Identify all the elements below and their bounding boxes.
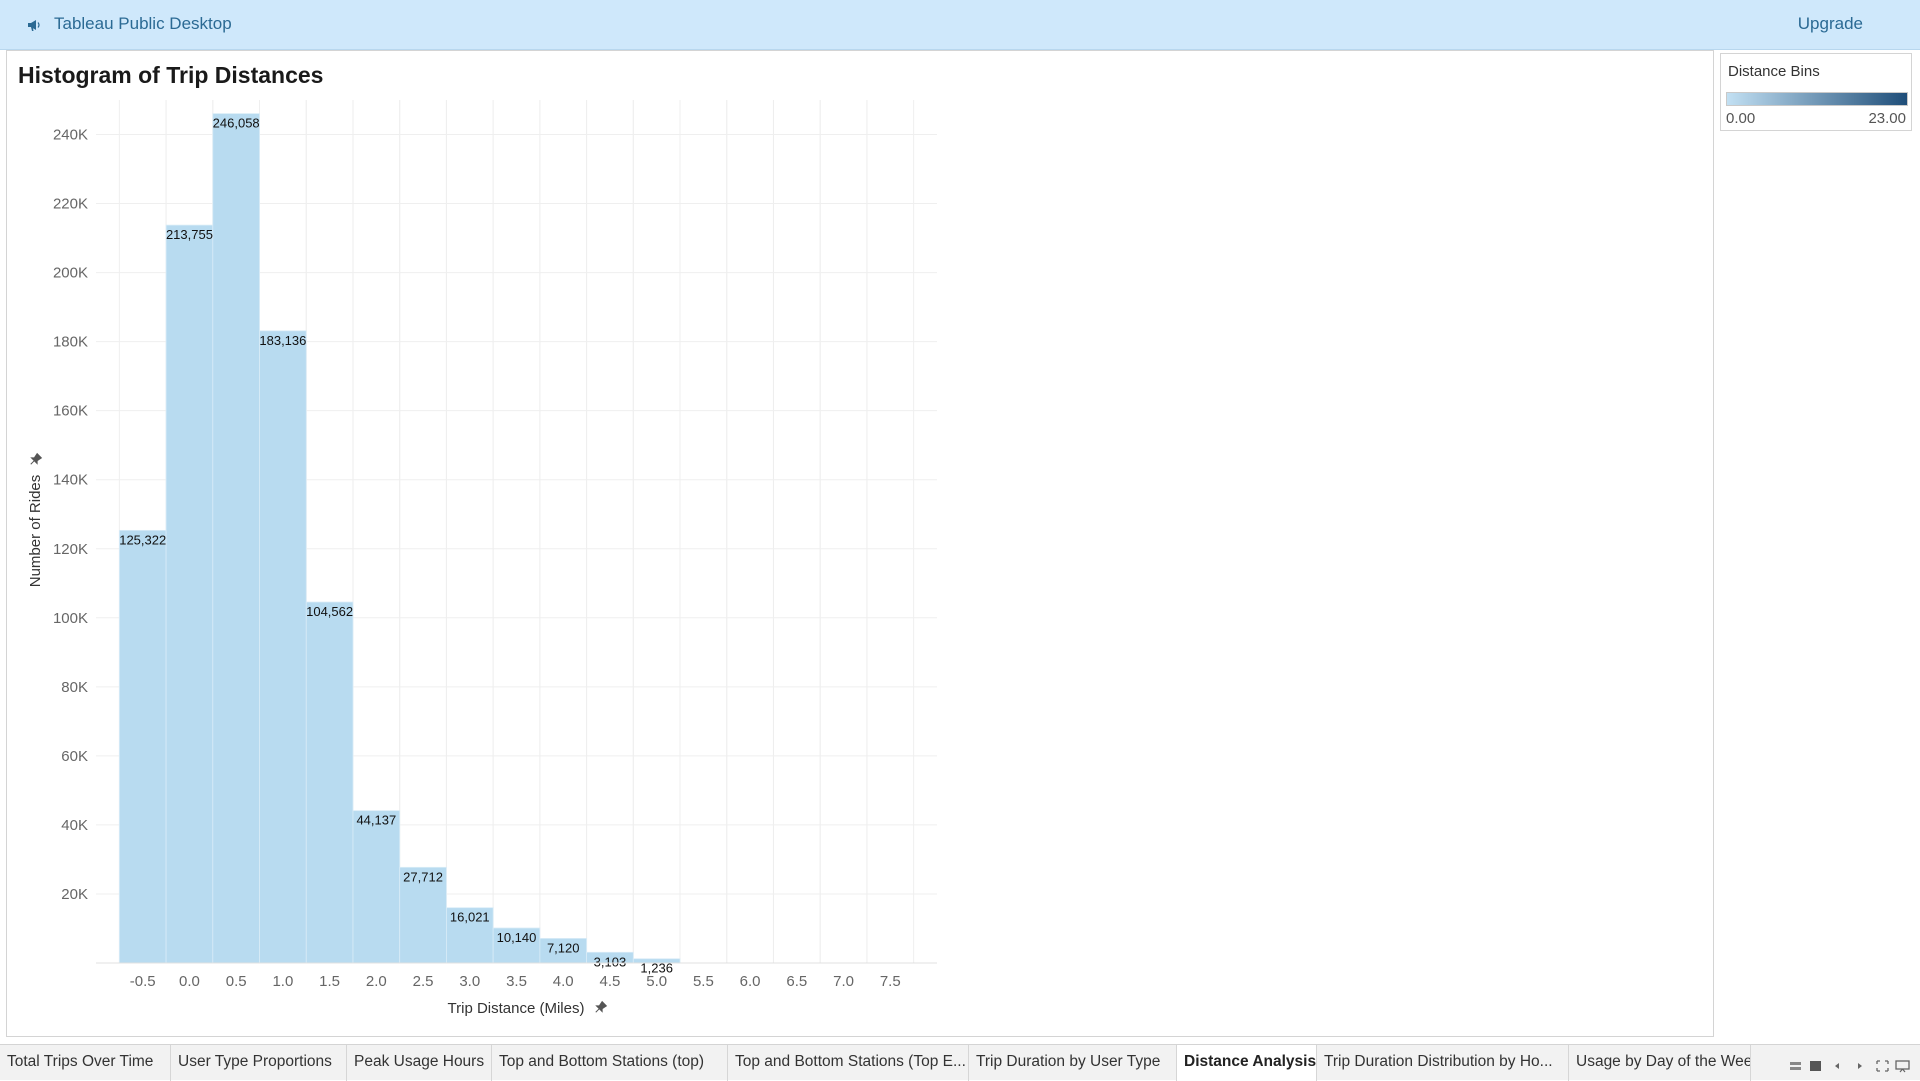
x-tick-label: 0.5 [226, 973, 247, 990]
y-tick-label: 40K [61, 817, 88, 834]
show-filmstrip-icon[interactable] [1810, 1061, 1821, 1071]
y-axis-title[interactable]: Number of Rides [27, 475, 44, 588]
x-tick-label: 4.0 [553, 973, 574, 990]
tab-peak-usage-hours[interactable]: Peak Usage Hours [347, 1045, 492, 1081]
announcement-icon[interactable] [25, 16, 43, 34]
histogram-bar[interactable] [259, 330, 307, 964]
x-tick-label: 2.0 [366, 973, 387, 990]
bar-layer [118, 113, 681, 964]
tab-trip-duration-by-user-type[interactable]: Trip Duration by User Type [969, 1045, 1177, 1081]
bar-data-label: 16,021 [450, 910, 490, 925]
previous-sheet-icon[interactable] [1835, 1063, 1839, 1069]
legend-title: Distance Bins [1728, 63, 1820, 80]
bar-data-label: 10,140 [497, 930, 537, 945]
y-tick-label: 140K [53, 472, 88, 489]
tab-total-trips-over-time[interactable]: Total Trips Over Time [0, 1045, 171, 1081]
x-tick-label: 2.5 [413, 973, 434, 990]
sheet-tab-bar: Total Trips Over Time User Type Proportio… [0, 1044, 1920, 1081]
y-tick-label: 220K [53, 196, 88, 213]
tab-top-and-bottom-stations-top[interactable]: Top and Bottom Stations (top) [492, 1045, 728, 1081]
y-tick-label: 60K [61, 748, 88, 765]
histogram-chart: 125,322 213,755 246,058 183,136 104,562 44,13… [27, 100, 937, 1017]
histogram-bar[interactable] [305, 601, 354, 964]
color-legend[interactable]: Distance Bins 0.00 23.00 [1720, 53, 1912, 131]
show-sheet-sorter-icon[interactable] [1790, 1062, 1801, 1070]
y-tick-label: 20K [61, 886, 88, 903]
histogram-bar[interactable] [165, 224, 214, 964]
x-axis-title[interactable]: Trip Distance (Miles) [448, 1000, 585, 1017]
x-tick-label: 3.5 [506, 973, 527, 990]
histogram-bar[interactable] [352, 810, 401, 964]
bar-data-label: 1,236 [640, 961, 673, 976]
chart-title: Histogram of Trip Distances [18, 62, 324, 88]
x-tick-label: 7.5 [880, 973, 901, 990]
bar-data-label: 44,137 [356, 813, 396, 828]
bar-data-label: 27,712 [403, 869, 443, 884]
x-axis-pin-icon[interactable] [593, 1000, 608, 1015]
histogram-bar[interactable] [212, 113, 260, 964]
y-tick-label: 240K [53, 127, 88, 144]
tab-distance-analysis[interactable]: Distance Analysis [1177, 1045, 1317, 1081]
histogram-bar[interactable] [399, 866, 447, 964]
bar-data-label: 213,755 [166, 227, 213, 242]
data-label-layer: 125,322 213,755 246,058 183,136 104,562 44,13… [119, 116, 673, 976]
y-tick-label: 120K [53, 541, 88, 558]
legend-max-label: 23.00 [1868, 110, 1906, 127]
histogram-bar[interactable] [118, 529, 167, 964]
top-bar: Tableau Public Desktop Upgrade [0, 0, 1920, 50]
present-mode-icon[interactable] [1876, 1060, 1889, 1072]
bar-data-label: 104,562 [306, 604, 353, 619]
x-tick-label: 7.0 [833, 973, 854, 990]
tab-user-type-proportions[interactable]: User Type Proportions [171, 1045, 347, 1081]
sheet-navigation [1790, 1060, 1910, 1073]
x-tick-label: 5.5 [693, 973, 714, 990]
y-tick-label: 180K [53, 334, 88, 351]
x-tick-label: 1.5 [319, 973, 340, 990]
y-tick-label: 100K [53, 610, 88, 627]
axis-layer: 20K 40K 60K 80K 100K 120K 140K 160K 180K 200K 220K… [27, 127, 937, 1017]
legend-color-ramp [1726, 92, 1908, 106]
bar-data-label: 246,058 [213, 116, 260, 131]
x-tick-label: -0.5 [130, 973, 156, 990]
x-tick-label: 6.5 [786, 973, 807, 990]
x-tick-label: 4.5 [600, 973, 621, 990]
x-tick-label: 3.0 [459, 973, 480, 990]
y-axis-pin-icon[interactable] [28, 452, 43, 467]
histogram-bar[interactable] [539, 938, 587, 964]
tab-trip-duration-distribution-by-ho[interactable]: Trip Duration Distribution by Ho... [1317, 1045, 1569, 1081]
app-title: Tableau Public Desktop [54, 14, 232, 33]
bar-data-label: 3,103 [594, 954, 627, 969]
bar-data-label: 125,322 [119, 532, 166, 547]
y-tick-label: 160K [53, 403, 88, 420]
x-tick-label: 5.0 [646, 973, 667, 990]
legend-min-label: 0.00 [1726, 110, 1756, 127]
x-tick-label: 6.0 [740, 973, 761, 990]
y-tick-label: 80K [61, 679, 88, 696]
bar-data-label: 183,136 [259, 333, 306, 348]
tab-top-and-bottom-stations-top-e[interactable]: Top and Bottom Stations (Top E... [728, 1045, 969, 1081]
x-tick-label: 1.0 [272, 973, 293, 990]
y-tick-label: 200K [53, 265, 88, 282]
tab-usage-by-day-of-the-week[interactable]: Usage by Day of the Week [1569, 1045, 1751, 1081]
presentation-icon[interactable] [1895, 1060, 1910, 1073]
next-sheet-icon[interactable] [1858, 1063, 1862, 1069]
x-tick-label: 0.0 [179, 973, 200, 990]
bar-data-label: 7,120 [547, 940, 580, 955]
upgrade-button[interactable]: Upgrade [1797, 14, 1863, 33]
histogram-bar[interactable] [446, 907, 494, 964]
